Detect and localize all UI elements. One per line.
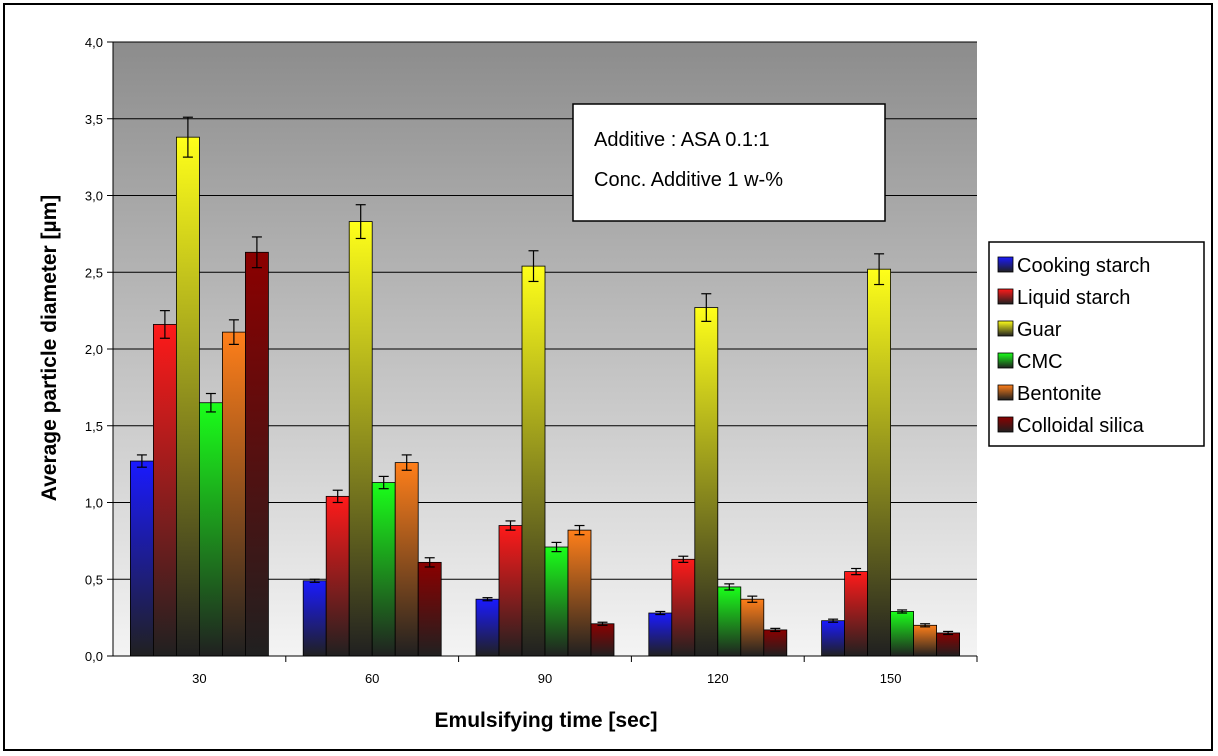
y-tick-label: 2,0 [85,342,103,357]
error-bar [251,236,262,269]
y-axis-title: Average particle diameter [µm] [38,195,61,502]
error-bar [597,621,608,626]
bar-cooking-starch-30 [129,460,154,657]
error-bar [159,310,170,339]
y-tick-label: 2,5 [85,265,103,280]
error-bar [770,627,781,633]
error-bar [574,524,585,536]
legend-swatch [997,416,1014,433]
error-bar [378,475,389,490]
error-bar [678,555,689,563]
bar-guar-150 [867,268,891,657]
bar-cooking-starch-150 [821,620,845,657]
error-bar [747,595,758,603]
y-tick-label: 3,0 [85,189,103,204]
x-axis-title: Emulsifying time [sec] [435,709,658,732]
error-bar [205,392,216,413]
bar-liquid-starch-30 [152,324,177,657]
bar-cmc-30 [198,402,223,657]
error-bar [332,489,343,504]
x-tick-label: 60 [365,671,379,686]
bar-cmc-120 [717,586,742,657]
error-bar [874,253,885,286]
annotation-line-2: Conc. Additive 1 w-% [594,169,783,191]
bar-cooking-starch-90 [475,598,500,657]
bar-bentonite-30 [221,331,246,657]
error-bar [551,541,562,553]
legend-swatch [997,320,1014,337]
legend-swatch [997,288,1014,305]
bar-bentonite-150 [913,624,937,657]
annotation-box: Additive : ASA 0.1:1 Conc. Additive 1 w-… [572,103,886,222]
bar-cooking-starch-120 [648,612,673,657]
legend-label: Colloidal silica [1017,415,1145,437]
x-tick-label: 30 [192,671,206,686]
error-bar [309,578,320,583]
bar-liquid-starch-120 [671,558,696,657]
error-bar [355,204,366,240]
error-bar [482,597,493,602]
error-bar [897,609,908,614]
y-tick-label: 1,0 [85,496,103,511]
error-bar [401,454,412,471]
bar-bentonite-120 [740,598,765,657]
error-bar [920,623,931,628]
x-tick-label: 90 [538,671,552,686]
y-tick-label: 4,0 [85,35,103,50]
bar-guar-90 [521,265,546,657]
legend-swatch [997,384,1014,401]
error-bars [136,116,954,636]
x-tick-label: 120 [707,671,729,686]
error-bar [182,116,193,158]
axes [107,41,978,662]
legend-label: Cooking starch [1017,255,1150,277]
bar-colloidal-silica-30 [244,251,269,657]
error-bar [724,583,735,591]
legend-swatch [997,352,1014,369]
bar-colloidal-silica-150 [936,632,960,657]
legend-label: CMC [1017,351,1063,373]
bar-cmc-90 [544,546,569,657]
bar-colloidal-silica-90 [590,623,615,657]
legend: Cooking starch Liquid starch Guar CMC Benton… [988,241,1205,447]
error-bar [528,250,539,283]
error-bar [505,520,516,531]
bar-cooking-starch-60 [302,580,327,657]
bar-bentonite-90 [567,529,592,657]
error-bar [655,610,666,616]
error-bar [943,630,954,636]
bar-liquid-starch-90 [498,525,523,657]
bar-liquid-starch-60 [325,495,350,657]
x-tick-label: 150 [880,671,902,686]
legend-label: Guar [1017,319,1062,341]
bar-bentonite-60 [394,462,419,657]
bar-colloidal-silica-60 [417,561,442,657]
legend-label: Liquid starch [1017,287,1130,309]
bar-guar-30 [175,136,200,657]
bar-guar-120 [694,307,719,657]
bar-liquid-starch-150 [844,571,868,657]
error-bar [851,567,862,576]
bar-cmc-150 [890,611,914,657]
bars [129,136,960,657]
legend-label: Bentonite [1017,383,1102,405]
y-tick-label: 0,5 [85,572,103,587]
error-bar [228,319,239,345]
bar-colloidal-silica-120 [763,629,788,657]
bar-cmc-60 [371,482,396,657]
error-bar [701,293,712,322]
legend-swatch [997,256,1014,273]
y-tick-label: 3,5 [85,112,103,127]
x-tick-labels: 30 60 90 120 150 [192,671,901,686]
bar-guar-60 [348,221,373,657]
annotation-line-1: Additive : ASA 0.1:1 [594,129,770,151]
y-tick-label: 1,5 [85,419,103,434]
error-bar [424,557,435,568]
error-bar [136,454,147,468]
y-tick-label: 0,0 [85,649,103,664]
error-bar [828,618,839,623]
y-tick-labels: 0,0 0,5 1,0 1,5 2,0 2,5 3,0 3,5 4,0 [85,35,103,664]
legend-box [988,241,1205,447]
